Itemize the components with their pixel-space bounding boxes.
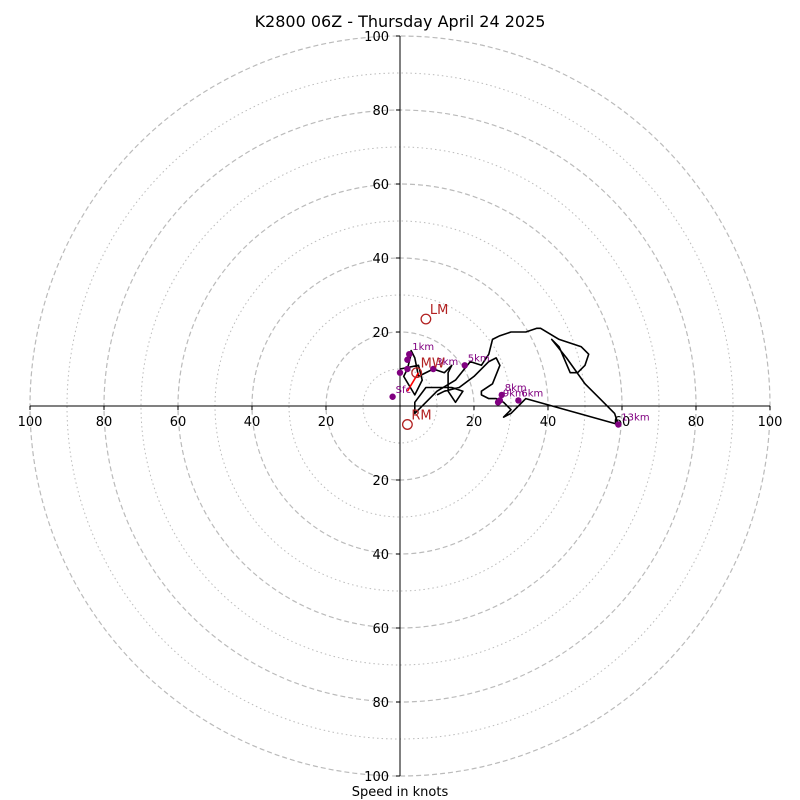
storm-motion-label: RM: [411, 409, 431, 424]
chart-title: K2800 06Z - Thursday April 24 2025: [255, 12, 546, 31]
altitude-point-label: 5km: [468, 353, 490, 364]
altitude-point: [498, 391, 505, 399]
altitude-point-label: 3km: [436, 357, 458, 368]
x-tick-label: 20: [466, 415, 483, 430]
storm-motion-label: LM: [430, 303, 448, 318]
storm-motion-marker: [411, 367, 423, 379]
altitude-point-label: 8km: [505, 383, 527, 394]
altitude-point-label: 6km: [521, 388, 543, 399]
storm-motion-label: MW: [421, 357, 445, 372]
altitude-point: [461, 362, 468, 369]
altitude-point: [389, 393, 396, 400]
x-tick-label: 80: [96, 415, 113, 430]
altitude-point: [615, 421, 622, 428]
x-tick-label: 40: [244, 415, 261, 430]
storm-motion-marker: [401, 419, 413, 430]
tick-labels: 100 80 60 40 20 20 40 60 80 100204060801002040608…: [18, 30, 783, 785]
altitude-point: [404, 356, 411, 363]
altitude-point: [404, 365, 411, 373]
altitude-point-label: 9km: [503, 388, 525, 399]
altitude-point: [494, 399, 502, 406]
y-tick-label: 100: [364, 770, 389, 785]
storm-motion-marker: [420, 313, 432, 325]
axes: [30, 36, 770, 776]
x-tick-label: 100: [18, 415, 43, 430]
y-tick-label: 40: [372, 548, 389, 563]
altitude-point: [430, 365, 437, 373]
altitude-point-label: Sfc: [396, 385, 411, 396]
altitude-point-label: 13km: [621, 413, 649, 424]
y-tick-label: 40: [372, 252, 389, 267]
x-tick-label: 40: [540, 415, 557, 430]
y-tick-label: 20: [372, 474, 389, 489]
x-tick-label: 60: [170, 415, 187, 430]
y-tick-label: 100: [364, 30, 389, 45]
y-tick-label: 80: [372, 104, 389, 119]
x-tick-label: 80: [688, 415, 705, 430]
y-tick-label: 60: [372, 622, 389, 637]
y-tick-label: 20: [372, 326, 389, 341]
altitude-point: [515, 397, 522, 404]
y-tick-label: 60: [372, 178, 389, 193]
altitude-point-label: 1km: [412, 342, 434, 353]
y-tick-label: 80: [372, 696, 389, 711]
x-tick-label: 100: [758, 415, 783, 430]
shear-vector-segment: [406, 372, 420, 392]
x-tick-label: 20: [318, 415, 335, 430]
storm-motion-markers: LM MW RM: [401, 303, 448, 430]
altitude-point: [406, 351, 413, 358]
altitude-point: [396, 369, 404, 376]
x-axis-label: Speed in knots: [352, 785, 449, 800]
